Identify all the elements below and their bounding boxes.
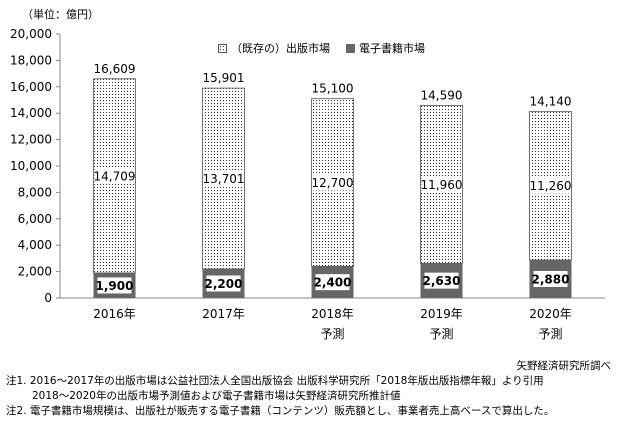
source-credit: 矢野経済研究所調べ xyxy=(516,360,612,372)
print-label-bg xyxy=(94,167,135,184)
ebook-label-bg xyxy=(315,274,350,291)
x-category-label: 2020年 xyxy=(529,307,572,321)
x-category-label: 2018年 xyxy=(311,307,354,321)
total-value-label: 15,100 xyxy=(312,82,354,96)
ebook-value-label: 2,630 xyxy=(423,274,461,288)
y-tick-label: 16,000 xyxy=(10,80,52,94)
ebook-value-label: 2,200 xyxy=(205,277,243,291)
ebook-label-bg xyxy=(97,277,132,294)
print-label-bg xyxy=(312,174,353,191)
ebook-value-label: 2,400 xyxy=(314,276,352,290)
y-tick-label: 2,000 xyxy=(18,265,52,279)
y-tick-label: 12,000 xyxy=(10,133,52,147)
ebook-value-label: 1,900 xyxy=(96,279,134,293)
x-category-sublabel: 予測 xyxy=(429,327,453,341)
chart-plot: 0 2,000 4,000 6,000 8,000 10,000 12,000 14,000 1… xyxy=(10,27,605,341)
legend-item-ebook: 電子書籍市場 xyxy=(346,40,425,56)
total-value-label: 16,609 xyxy=(94,62,136,76)
legend-swatch-ebook xyxy=(346,43,355,53)
ebook-label-bg xyxy=(533,270,568,287)
print-label-bg xyxy=(421,176,462,193)
y-tick-label: 0 xyxy=(44,291,52,305)
note-2: 注2. 電子書籍市場規模は、出版社が販売する電子書籍（コンテンツ）販売額とし、事… xyxy=(6,405,555,417)
note-1-continued: 2018～2020年の出版市場予測値および電子書籍市場は矢野経済研究所推計値 xyxy=(32,390,401,402)
x-category-label: 2017年 xyxy=(202,307,245,321)
y-tick-label: 18,000 xyxy=(10,53,52,67)
print-value-label: 14,709 xyxy=(94,169,136,183)
y-tick-label: 10,000 xyxy=(10,159,52,173)
print-label-bg xyxy=(203,170,244,187)
chart-legend: （既存の）出版市場 電子書籍市場 xyxy=(218,40,425,56)
total-value-label: 15,901 xyxy=(203,71,245,85)
unit-label: （単位：億円） xyxy=(22,8,99,21)
ebook-label-bg xyxy=(206,275,241,292)
note-1: 注1. 2016～2017年の出版市場は公益社団法人全国出版協会 出版科学研究所… xyxy=(6,375,544,387)
notes-block: 注1. 2016～2017年の出版市場は公益社団法人全国出版協会 出版科学研究所… xyxy=(6,374,554,419)
legend-label-ebook: 電子書籍市場 xyxy=(359,42,425,55)
y-tick-label: 14,000 xyxy=(10,106,52,120)
x-category-label: 2016年 xyxy=(93,307,136,321)
print-value-label: 12,700 xyxy=(312,176,354,190)
print-label-bg xyxy=(530,177,571,194)
print-value-label: 11,260 xyxy=(530,179,572,193)
y-tick-label: 8,000 xyxy=(18,185,52,199)
x-category-sublabel: 予測 xyxy=(538,327,562,341)
y-tick-label: 4,000 xyxy=(18,238,52,252)
print-value-label: 11,960 xyxy=(421,178,463,192)
total-value-label: 14,140 xyxy=(530,94,572,108)
print-value-label: 13,701 xyxy=(203,172,245,186)
legend-swatch-print xyxy=(218,43,227,53)
x-category-label: 2019年 xyxy=(420,307,463,321)
y-tick-label: 6,000 xyxy=(18,212,52,226)
ebook-value-label: 2,880 xyxy=(532,272,570,286)
legend-item-print: （既存の）出版市場 xyxy=(218,40,330,56)
legend-label-print: （既存の）出版市場 xyxy=(231,42,330,55)
total-value-label: 14,590 xyxy=(421,88,463,102)
ebook-label-bg xyxy=(424,272,459,289)
x-category-sublabel: 予測 xyxy=(320,327,344,341)
y-tick-label: 20,000 xyxy=(10,27,52,41)
